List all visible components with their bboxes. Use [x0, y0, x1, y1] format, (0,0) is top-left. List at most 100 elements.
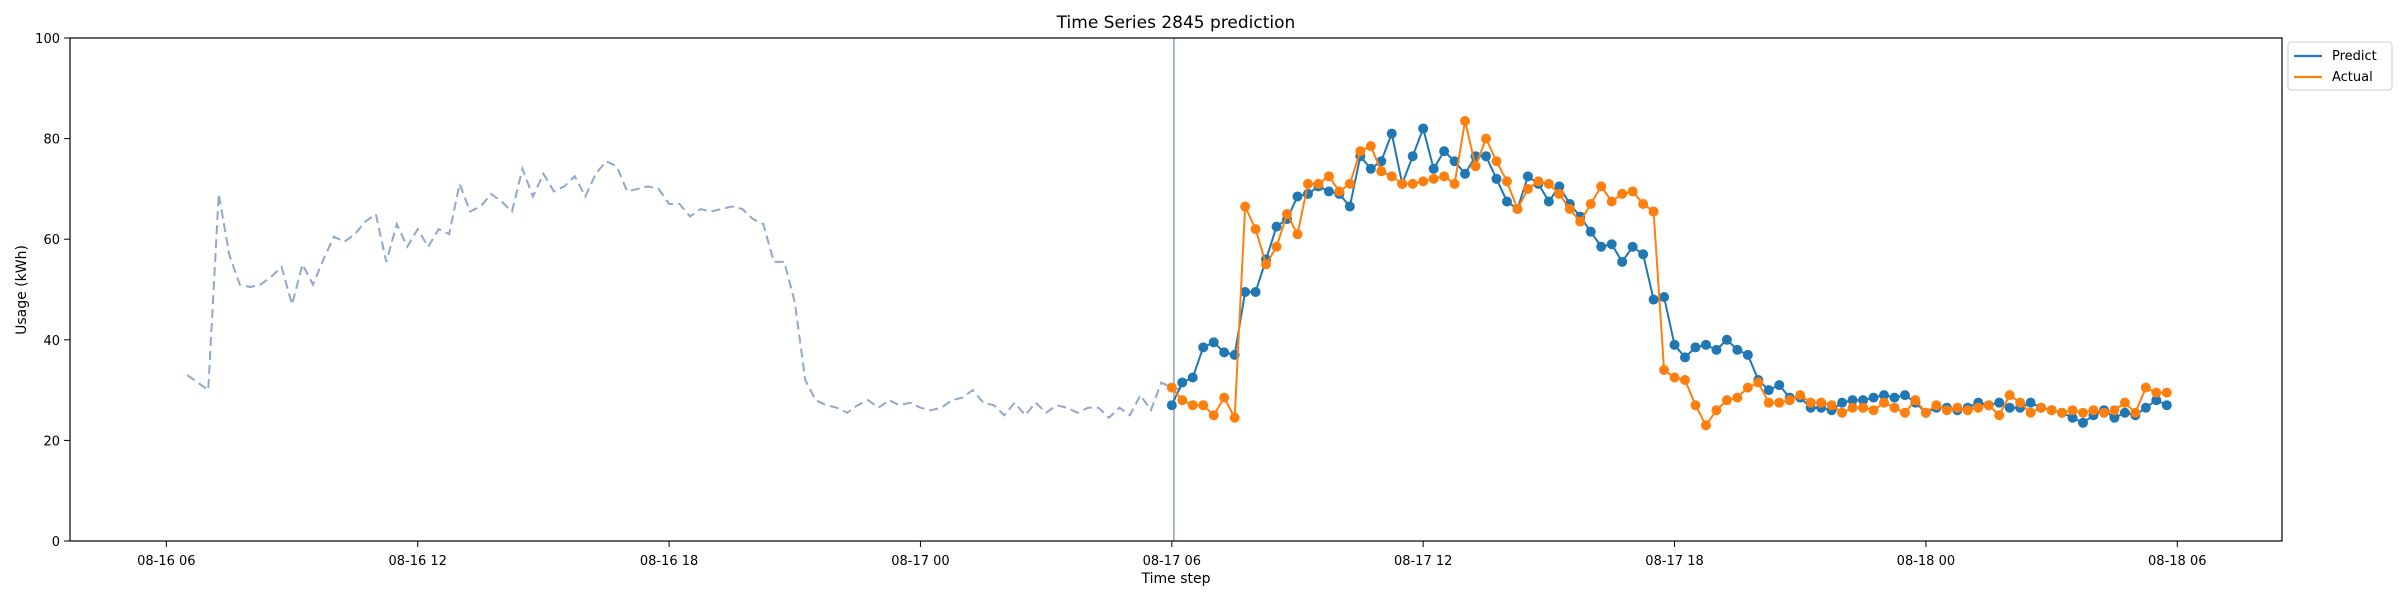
actual-point [2088, 405, 2099, 416]
predict-point [2151, 395, 2162, 406]
predict-point [1774, 380, 1785, 391]
predict-point [1721, 334, 1732, 345]
predict-point [1669, 339, 1680, 350]
actual-point [1250, 224, 1261, 235]
actual-point [1187, 400, 1198, 411]
actual-point [1481, 133, 1492, 144]
actual-point [1208, 410, 1219, 421]
predict-point [1177, 377, 1188, 388]
actual-point [1302, 178, 1313, 189]
actual-point [1973, 402, 1984, 413]
predict-point [1837, 397, 1848, 408]
predict-point [1522, 171, 1533, 182]
predict-point [1879, 390, 1890, 401]
predict-point [1868, 392, 1879, 403]
predict-point [1418, 123, 1429, 134]
actual-point [1261, 259, 1272, 270]
actual-point [1585, 198, 1596, 209]
predict-point [1219, 347, 1230, 358]
actual-point [1659, 364, 1670, 375]
history-line [186, 159, 1183, 420]
actual-point [1344, 178, 1355, 189]
legend-predict-label: Predict [2332, 49, 2377, 64]
actual-point [1627, 186, 1638, 197]
predict-point [2078, 417, 2089, 428]
actual-point [1941, 405, 1952, 416]
predict-point [1491, 173, 1502, 184]
actual-point [1700, 420, 1711, 431]
actual-point [1543, 178, 1554, 189]
actual-point [1617, 188, 1628, 199]
actual-point [1805, 397, 1816, 408]
predict-point [1386, 128, 1397, 139]
predict-point [1732, 344, 1743, 355]
actual-point [1763, 397, 1774, 408]
x-tick-label: 08-18 06 [2148, 554, 2206, 569]
actual-point [1313, 178, 1324, 189]
x-tick-label: 08-18 00 [1897, 554, 1955, 569]
actual-point [1920, 407, 1931, 418]
x-tick-label: 08-16 18 [640, 554, 698, 569]
actual-point [1868, 405, 1879, 416]
predict-point [1899, 390, 1910, 401]
actual-point [1177, 395, 1188, 406]
actual-point [2036, 402, 2047, 413]
predict-point [1240, 287, 1251, 298]
actual-point [1638, 198, 1649, 209]
actual-point [1554, 188, 1565, 199]
predict-point [2161, 400, 2172, 411]
actual-point [1879, 397, 1890, 408]
x-tick-label: 08-17 00 [891, 554, 949, 569]
actual-point [1606, 196, 1617, 207]
actual-point [1795, 390, 1806, 401]
predict-point [1543, 196, 1554, 207]
actual-point [1376, 166, 1387, 177]
actual-point [1910, 395, 1921, 406]
x-tick-label: 08-16 06 [137, 554, 195, 569]
predict-point [1994, 397, 2005, 408]
predict-point [1271, 221, 1282, 232]
predict-point [1742, 349, 1753, 360]
predict-point [1763, 385, 1774, 396]
predict-point [1700, 339, 1711, 350]
y-tick-label: 60 [43, 233, 60, 248]
actual-point [1460, 115, 1471, 126]
predict-point [1187, 372, 1198, 383]
x-tick-label: 08-17 06 [1143, 554, 1201, 569]
actual-point [2098, 407, 2109, 418]
plot-frame [69, 37, 2283, 542]
x-axis-label: Time step [1141, 571, 1211, 587]
actual-point [1449, 178, 1460, 189]
actual-series-line [1171, 120, 2167, 428]
actual-point [1439, 171, 1450, 182]
actual-point [2015, 397, 2026, 408]
plot-area [186, 38, 2172, 541]
y-axis: 0 20 40 60 80 100 [35, 32, 70, 550]
actual-point [1428, 173, 1439, 184]
actual-point [1418, 176, 1429, 187]
actual-point [2109, 405, 2120, 416]
actual-point [1522, 183, 1533, 194]
actual-point [1680, 375, 1691, 386]
actual-point [2025, 407, 2036, 418]
actual-point [1899, 407, 1910, 418]
actual-point [1282, 209, 1293, 220]
actual-point [2151, 387, 2162, 398]
actual-point [1994, 410, 2005, 421]
predict-point [1323, 186, 1334, 197]
actual-point [1365, 141, 1376, 152]
actual-point [1732, 392, 1743, 403]
actual-point [1826, 400, 1837, 411]
actual-point [1711, 405, 1722, 416]
predict-point [2119, 407, 2130, 418]
predict-point [2004, 402, 2015, 413]
predict-point [1627, 241, 1638, 252]
actual-point [1648, 206, 1659, 217]
y-tick-label: 100 [35, 32, 60, 47]
y-tick-label: 80 [43, 133, 60, 148]
actual-point [1533, 176, 1544, 187]
actual-point [1721, 395, 1732, 406]
actual-point [1397, 178, 1408, 189]
